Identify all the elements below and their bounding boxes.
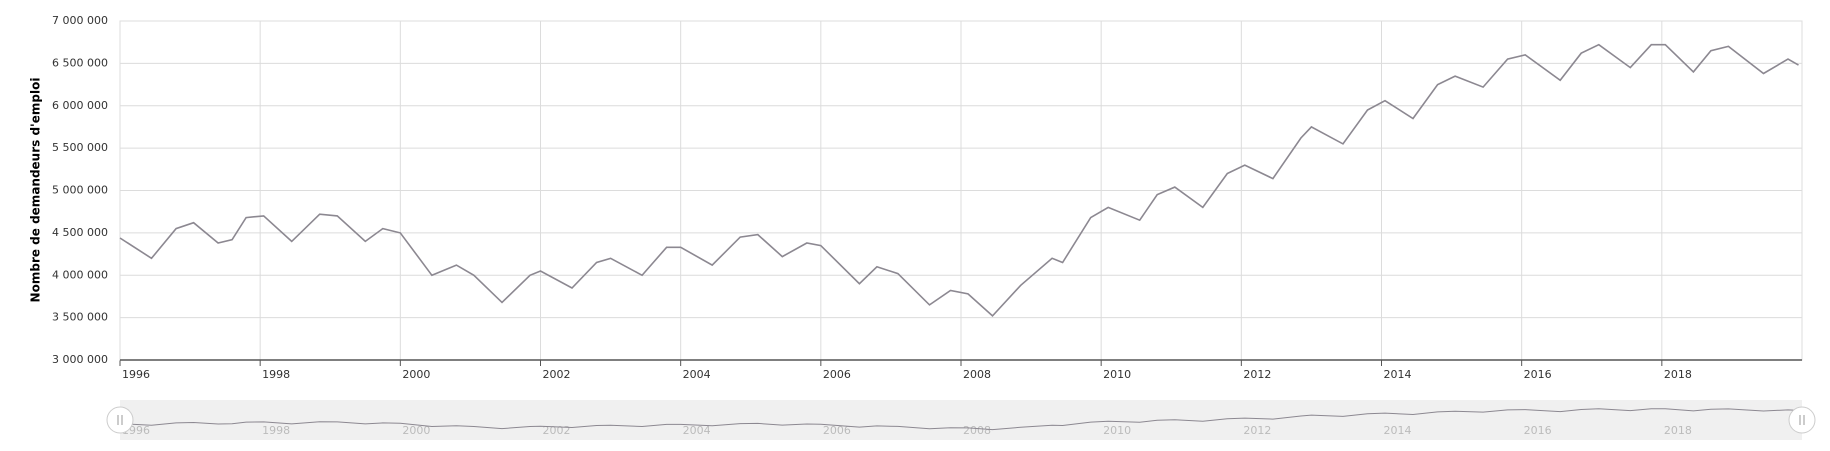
- x-tick-label: 2000: [402, 368, 430, 381]
- x-tick-label: 2002: [543, 368, 571, 381]
- navigator-tick-label: 2018: [1664, 424, 1692, 437]
- y-tick-label: 5 500 000: [52, 141, 108, 154]
- navigator-tick-label: 2000: [402, 424, 430, 437]
- y-tick-label: 3 500 000: [52, 311, 108, 324]
- y-tick-label: 6 500 000: [52, 56, 108, 69]
- navigator-handle-grip[interactable]: [1799, 415, 1805, 425]
- navigator-tick-label: 2016: [1524, 424, 1552, 437]
- x-tick-label: 2012: [1243, 368, 1271, 381]
- y-axis-label: Nombre de demandeurs d'emploi: [29, 78, 43, 303]
- x-tick-label: 1998: [262, 368, 290, 381]
- navigator-tick-label: 1998: [262, 424, 290, 437]
- x-tick-label: 2014: [1384, 368, 1412, 381]
- navigator-handle[interactable]: [1788, 406, 1816, 434]
- y-tick-label: 6 000 000: [52, 99, 108, 112]
- x-tick-label: 2018: [1664, 368, 1692, 381]
- y-tick-label: 7 000 000: [52, 14, 108, 27]
- navigator-tick-label: 2004: [683, 424, 711, 437]
- navigator-tick-label: 2008: [963, 424, 991, 437]
- navigator-line: [119, 408, 1799, 431]
- x-tick-label: 2016: [1524, 368, 1552, 381]
- navigator-tick-label: 2012: [1243, 424, 1271, 437]
- x-tick-label: 2004: [683, 368, 711, 381]
- x-tick-label: 1996: [122, 368, 150, 381]
- x-tick-label: 2008: [963, 368, 991, 381]
- navigator-tick-label: 2006: [823, 424, 851, 437]
- y-tick-label: 4 000 000: [52, 268, 108, 281]
- navigator-tick-label: 2010: [1103, 424, 1131, 437]
- y-tick-label: 4 500 000: [52, 226, 108, 239]
- y-tick-label: 5 000 000: [52, 184, 108, 197]
- series-line: [119, 43, 1799, 318]
- navigator-handle-grip[interactable]: [117, 415, 123, 425]
- navigator-handle[interactable]: [106, 406, 134, 434]
- navigator-tick-label: 2014: [1384, 424, 1412, 437]
- navigator-tick-label: 2002: [543, 424, 571, 437]
- navigator-band: [120, 400, 1802, 440]
- x-tick-label: 2006: [823, 368, 851, 381]
- y-tick-label: 3 000 000: [52, 353, 108, 366]
- x-tick-label: 2010: [1103, 368, 1131, 381]
